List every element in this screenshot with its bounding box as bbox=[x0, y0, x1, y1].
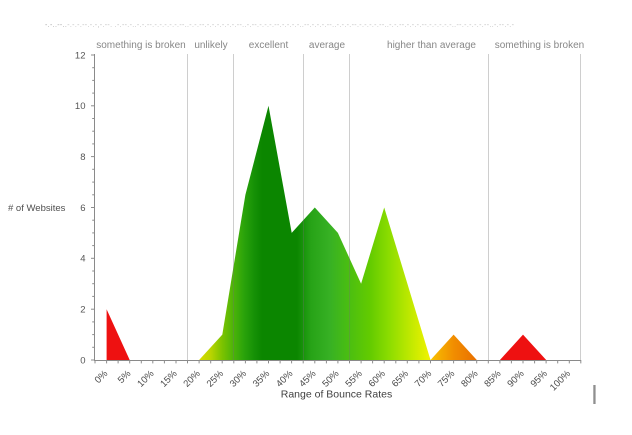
svg-text:excellent: excellent bbox=[249, 40, 289, 51]
svg-text:75%: 75% bbox=[436, 368, 458, 390]
svg-text:0: 0 bbox=[80, 355, 85, 366]
svg-text:10%: 10% bbox=[135, 368, 157, 390]
svg-text:85%: 85% bbox=[482, 368, 504, 390]
svg-text:higher than average: higher than average bbox=[387, 40, 476, 51]
svg-text:2: 2 bbox=[80, 305, 85, 316]
svg-text:65%: 65% bbox=[390, 368, 412, 390]
svg-text:50%: 50% bbox=[320, 368, 342, 390]
svg-text:unlikely: unlikely bbox=[194, 40, 227, 51]
svg-text:-.-..--..-.-.-.--.-.-,-.--. .-: -.-..--..-.-.-.--.-.-,-.--. .-.--.-..-.-… bbox=[45, 22, 515, 29]
svg-text:40%: 40% bbox=[274, 368, 296, 390]
svg-text:95%: 95% bbox=[529, 368, 551, 390]
svg-text:20%: 20% bbox=[181, 368, 203, 390]
svg-text:25%: 25% bbox=[205, 368, 227, 390]
svg-text:average: average bbox=[309, 40, 346, 51]
svg-text:# of Websites: # of Websites bbox=[8, 203, 66, 214]
svg-text:80%: 80% bbox=[459, 368, 481, 390]
svg-text:0%: 0% bbox=[93, 368, 111, 386]
svg-text:Range of Bounce Rates: Range of Bounce Rates bbox=[281, 389, 393, 401]
svg-text:5%: 5% bbox=[116, 368, 134, 386]
svg-text:4: 4 bbox=[80, 254, 85, 265]
svg-text:70%: 70% bbox=[413, 368, 435, 390]
svg-text:12: 12 bbox=[75, 50, 86, 61]
svg-text:60%: 60% bbox=[367, 368, 389, 390]
svg-text:8: 8 bbox=[80, 152, 85, 163]
svg-text:55%: 55% bbox=[343, 368, 365, 390]
svg-text:35%: 35% bbox=[251, 368, 273, 390]
svg-text:45%: 45% bbox=[297, 368, 319, 390]
svg-text:30%: 30% bbox=[228, 368, 250, 390]
svg-text:100%: 100% bbox=[548, 368, 573, 393]
svg-text:6: 6 bbox=[80, 203, 85, 214]
svg-text:something is broken: something is broken bbox=[96, 40, 186, 51]
svg-text:10: 10 bbox=[75, 101, 86, 112]
svg-text:something is broken: something is broken bbox=[495, 40, 585, 51]
svg-text:90%: 90% bbox=[505, 368, 527, 390]
svg-text:15%: 15% bbox=[158, 368, 180, 390]
